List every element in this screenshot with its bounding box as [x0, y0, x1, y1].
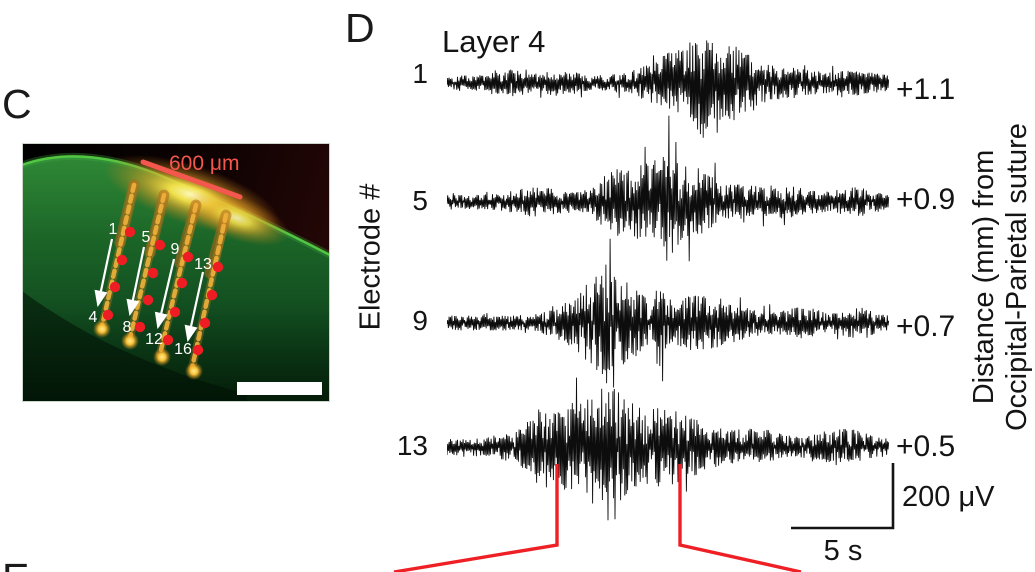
scale-600um-line	[140, 159, 243, 200]
trace-label-electrode-1: 1	[412, 58, 428, 89]
arrow-shank-2	[126, 246, 146, 317]
arrow-shank-3	[154, 258, 176, 330]
trace-label-electrode-9: 9	[412, 305, 428, 336]
shank-tip-blobs	[93, 320, 203, 380]
electrode-dots	[102, 226, 224, 356]
lfp-trace-electrode-9	[447, 238, 889, 388]
scale-600um-label: 600 μm	[169, 152, 239, 175]
arrow-shank-4	[184, 271, 205, 343]
panel-c-label: C	[2, 81, 32, 127]
time-scale-label: 5 s	[823, 535, 863, 567]
shank3-bottom-number: 12	[145, 331, 163, 348]
shank4-top-number: 13	[194, 256, 212, 273]
zoom-callout-line-right	[678, 464, 802, 572]
arrow-shank-1	[94, 238, 114, 308]
panel-d-label: D	[345, 5, 375, 51]
lfp-traces	[447, 40, 889, 521]
insertion-glow-right	[184, 190, 290, 246]
electrode-number-labels: 1 5 9 13 4 8 12 16	[89, 221, 212, 358]
shank-arrows	[94, 238, 205, 343]
shank2-bottom-number: 8	[123, 319, 132, 336]
tissue-shadow	[22, 291, 247, 402]
trace-label-electrode-5: 5	[412, 185, 428, 216]
shank3-top-number: 9	[171, 241, 180, 258]
fluorescence-micrograph: 1 5 9 13 4 8 12 16 600 μm	[22, 143, 330, 402]
micrograph-border	[22, 143, 330, 402]
zoom-callout-line-left	[393, 464, 559, 572]
distance-label-5: +0.9	[896, 183, 956, 216]
shank2-top-number: 5	[142, 229, 151, 246]
shank1-top-number: 1	[109, 221, 118, 238]
panel-e-label: E	[2, 558, 29, 572]
voltage-scale-label: 200 μV	[902, 481, 995, 513]
distance-label-13: +0.5	[896, 430, 956, 463]
shank4-bottom-number: 16	[174, 341, 192, 358]
lfp-trace-electrode-5	[447, 115, 889, 262]
distance-label-9: +0.7	[896, 310, 956, 343]
distance-label-1: +1.1	[896, 73, 956, 106]
lfp-trace-electrode-1	[447, 40, 889, 138]
white-scale-bar	[237, 382, 322, 395]
trace-label-electrode-13: 13	[396, 430, 428, 461]
scale-bar	[791, 463, 895, 530]
lfp-trace-electrode-13	[447, 377, 889, 521]
layer-title: Layer 4	[442, 24, 546, 59]
shank1-bottom-number: 4	[89, 309, 98, 326]
